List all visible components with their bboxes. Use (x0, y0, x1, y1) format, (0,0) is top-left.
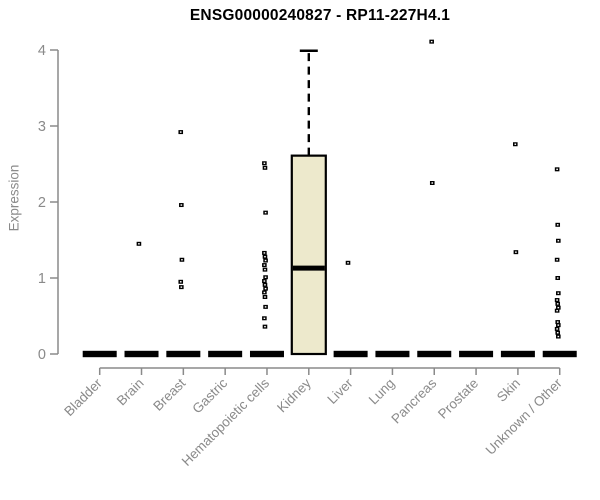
outlier-point-center (264, 287, 267, 290)
outlier-point-center (515, 251, 517, 253)
collapsed-box-median (375, 350, 410, 358)
collapsed-box-median (500, 350, 535, 358)
outlier-point-center (556, 303, 559, 305)
outlier-point-center (556, 328, 558, 330)
y-tick-label: 3 (38, 119, 46, 135)
collapsed-box-median (82, 350, 117, 358)
x-tick-label: Unknown / Other (483, 375, 566, 458)
y-tick-label: 2 (38, 195, 46, 211)
outlier-point-center (557, 292, 560, 294)
outlier-point-center (556, 259, 558, 261)
outlier-point-center (181, 259, 183, 261)
y-tick-label: 1 (38, 271, 46, 287)
outlier-point-center (264, 268, 266, 271)
outlier-point-center (557, 324, 560, 326)
x-tick-label: Lung (366, 376, 398, 408)
chart-title: ENSG00000240827 - RP11-227H4.1 (189, 7, 451, 24)
collapsed-box-median (417, 350, 452, 358)
y-tick-label: 4 (38, 43, 46, 59)
outlier-point-center (263, 317, 266, 319)
outlier-point-center (557, 240, 560, 242)
outlier-point-center (431, 182, 434, 184)
x-tick-label: Bladder (61, 375, 105, 419)
outlier-point-center (556, 299, 558, 301)
outlier-point-center (556, 332, 559, 334)
outlier-point-center (556, 168, 558, 171)
x-tick-label: Gastric (189, 375, 230, 416)
outlier-point-center (264, 256, 266, 258)
x-tick-label: Pancreas (388, 375, 439, 426)
outlier-point-center (263, 264, 266, 266)
outlier-point-center (264, 296, 266, 298)
outlier-point-center (264, 325, 266, 328)
x-tick-label: Breast (150, 375, 188, 413)
outlier-point-center (430, 40, 433, 43)
outlier-point-center (264, 167, 266, 169)
collapsed-box-median (333, 350, 368, 358)
collapsed-box-median (166, 350, 201, 358)
collapsed-box-median (459, 350, 494, 358)
outlier-point-center (556, 277, 559, 279)
collapsed-box-median (249, 350, 284, 358)
outlier-point-center (557, 335, 560, 338)
outlier-point-center (264, 284, 266, 286)
outlier-point-center (264, 276, 267, 278)
x-tick-label: Liver (324, 375, 356, 407)
x-tick-label: Kidney (274, 375, 314, 415)
outlier-point-center (556, 309, 558, 312)
box (290, 154, 327, 356)
collapsed-box-median (124, 350, 159, 358)
outlier-point-center (514, 143, 517, 145)
y-tick-label: 0 (38, 347, 46, 363)
outlier-point-center (263, 252, 266, 254)
outlier-point-center (263, 280, 266, 282)
outlier-point-center (179, 131, 182, 133)
outlier-point-center (264, 211, 267, 214)
outlier-point-center (556, 224, 559, 226)
outlier-point-center (263, 162, 266, 164)
outlier-point-center (264, 306, 267, 308)
x-tick-label: Prostate (435, 376, 481, 422)
outlier-point-center (264, 259, 267, 262)
x-tick-label: Skin (494, 376, 523, 405)
collapsed-box-median (208, 350, 243, 358)
median-line (292, 265, 325, 271)
outlier-point-center (263, 291, 266, 294)
x-tick-label: Brain (114, 376, 147, 409)
collapsed-box-median (542, 350, 577, 358)
outlier-point-center (557, 306, 560, 309)
outlier-point-center (180, 286, 183, 288)
outlier-point-center (179, 281, 182, 283)
outlier-point-center (347, 262, 349, 264)
outlier-point-center (180, 204, 183, 206)
outlier-point-center (138, 243, 140, 245)
outlier-point-center (556, 321, 559, 323)
